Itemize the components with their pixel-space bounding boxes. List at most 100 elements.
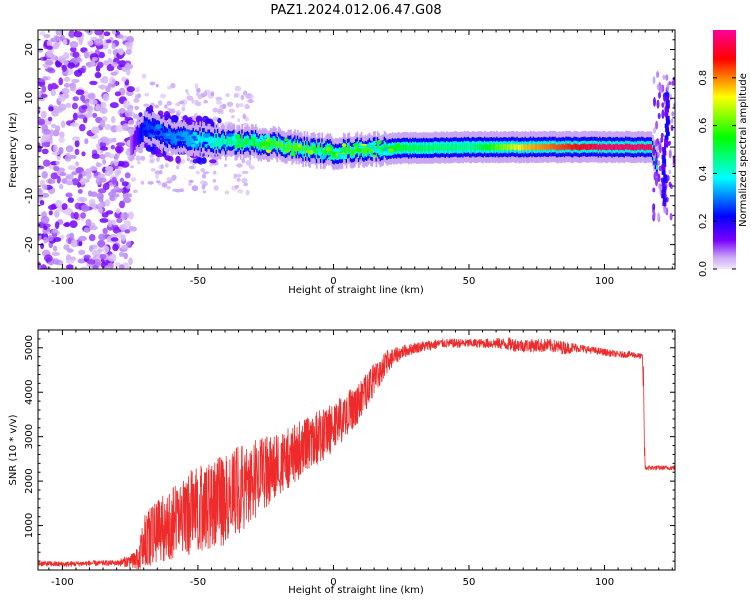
- spectrogram-ridge-cell: [547, 144, 550, 151]
- spectrogram-ridge-cell: [539, 144, 542, 151]
- spectrogram-noise-blob: [38, 118, 46, 126]
- spectrogram-ridge-cell: [145, 124, 147, 131]
- spectrogram-noise-blob: [116, 34, 124, 39]
- spectrogram-noise-blob: [123, 220, 132, 227]
- spectrogram-edge-blob: [653, 127, 657, 134]
- spectrogram-noise-blob: [73, 211, 79, 220]
- spectrogram-noise-blob: [100, 102, 107, 108]
- spectrogram-noise-blob: [148, 105, 154, 113]
- spectrogram-noise-blob: [101, 75, 109, 84]
- spectrogram-noise-blob: [112, 226, 122, 234]
- spectrogram-ridge-clump: [352, 143, 359, 147]
- spectrogram-noise-blob: [111, 115, 116, 124]
- spectrogram-edge-blob: [656, 152, 660, 158]
- spectrogram-noise-blob: [172, 188, 178, 192]
- spectrogram-noise-blob: [140, 155, 146, 161]
- spectrogram-ridge-clump: [270, 144, 276, 149]
- snr-x-tick-label: 0: [330, 577, 336, 588]
- spectrogram-noise-blob: [109, 102, 119, 109]
- spectrogram-noise-blob: [84, 90, 89, 98]
- spectrogram-ridge-cell: [135, 133, 138, 140]
- spectrogram-ridge-cell: [432, 145, 435, 151]
- spectrogram-ridge-cell: [288, 142, 291, 149]
- spectrogram-ridge-cell: [630, 144, 633, 151]
- spectrogram-noise-blob: [55, 125, 61, 132]
- spectrogram-ridge-cell: [455, 144, 458, 150]
- spectrogram-ridge-cell: [489, 144, 492, 150]
- spectrogram-noise-blob: [114, 261, 121, 268]
- spectrogram-noise-blob: [241, 170, 249, 175]
- spectrogram-noise-blob: [81, 204, 90, 213]
- spectrogram-ridge-cell: [580, 144, 582, 151]
- spectrogram-ridge-cell: [490, 143, 493, 150]
- spectrogram-noise-blob: [119, 264, 125, 269]
- spectrogram-noise-blob: [41, 171, 48, 179]
- spectrogram-ridge-cell: [142, 129, 145, 136]
- spectrogram-noise-blob: [203, 90, 208, 96]
- spectrogram-ridge-cell: [252, 137, 254, 144]
- spectrogram-ridge-cell: [615, 143, 618, 150]
- spectrogram-ridge-cell: [367, 146, 370, 153]
- spectrogram-ridge-cell: [452, 144, 455, 151]
- spectrogram-noise-blob: [80, 266, 89, 269]
- spectrogram-noise-blob: [99, 119, 106, 128]
- spectrogram-edge-cell: [661, 154, 666, 160]
- colorbar-tick-label: 0.6: [698, 118, 709, 134]
- spectrogram-noise-blob: [50, 172, 58, 180]
- spectrogram-ridge-clump: [216, 142, 222, 147]
- spectrogram-ridge-cell: [464, 144, 467, 151]
- spectrogram-ridge-clump: [259, 135, 264, 140]
- spectrogram-noise-blob: [52, 42, 59, 50]
- spectrogram-ridge-cell: [570, 144, 573, 151]
- spectrogram-noise-blob: [159, 170, 163, 175]
- spectrogram-ridge-cell: [616, 143, 619, 150]
- snr-x-tick-label: 100: [595, 577, 614, 588]
- spectrogram-ridge-cell: [614, 144, 616, 151]
- spectrogram-edge-blob: [658, 165, 662, 172]
- spectrogram-ridge-cell: [139, 131, 142, 137]
- spectrogram-noise-blob: [50, 82, 58, 90]
- spectrogram-ridge-clump: [371, 146, 376, 151]
- spectrogram-ridge-cell: [245, 138, 248, 145]
- spectrogram-noise-blob: [245, 103, 249, 108]
- spectrogram-ridge-clump: [183, 131, 189, 136]
- spectrogram-ridge-clump: [358, 142, 363, 148]
- spectrogram-ridge-cell: [294, 142, 296, 149]
- spectrogram-ridge-cell: [141, 129, 143, 136]
- spectrogram-noise-blob: [155, 174, 159, 180]
- spectrogram-noise-blob: [98, 196, 104, 203]
- spectrogram-ridge-clump: [192, 131, 198, 136]
- spectrogram-noise-blob: [114, 91, 121, 97]
- spectrogram-noise-blob: [128, 257, 134, 266]
- spectrogram-ridge-cell: [527, 144, 530, 151]
- spectrogram-ridge-cell: [431, 145, 433, 152]
- spectrogram-noise-blob: [47, 235, 54, 242]
- spectrogram-noise-blob: [110, 71, 118, 76]
- spectrogram-ridge-cell: [132, 141, 135, 147]
- spectrogram-ridge-cell: [166, 135, 169, 142]
- spectrogram-ridge-cell: [450, 144, 452, 151]
- spectrogram-edge-blob: [657, 112, 661, 120]
- spectrogram-ridge-cell: [555, 144, 558, 151]
- spectrogram-ridge-cell: [462, 144, 464, 151]
- spectrogram-noise-blob: [186, 95, 193, 101]
- spectrogram-noise-blob: [235, 103, 239, 109]
- spectrogram-noise-blob: [42, 76, 48, 81]
- spectrogram-noise-blob: [103, 31, 111, 37]
- spectrogram-noise-blob: [43, 236, 48, 244]
- spectrogram-noise-blob: [40, 110, 47, 119]
- spectrogram-ridge-clump: [169, 139, 174, 143]
- spectrogram-ridge-cell: [608, 143, 611, 150]
- spectrogram-ridge-clump: [268, 137, 273, 141]
- spectrogram-noise-blob: [215, 100, 223, 105]
- spectrogram-edge-cell: [661, 170, 666, 175]
- spectrogram-ridge-clump: [142, 124, 146, 128]
- spectrogram-noise-blob: [132, 113, 139, 118]
- spectrogram-ridge-cell: [402, 144, 405, 151]
- spectrogram-noise-blob: [58, 147, 64, 155]
- spectrogram-ridge-cell: [535, 144, 538, 151]
- spectrogram-ridge-cell: [496, 143, 498, 150]
- spectrogram-noise-blob: [62, 39, 68, 46]
- spectrogram-ridge-cell: [193, 138, 196, 145]
- spectrogram-y-tick-label: -10: [24, 188, 35, 204]
